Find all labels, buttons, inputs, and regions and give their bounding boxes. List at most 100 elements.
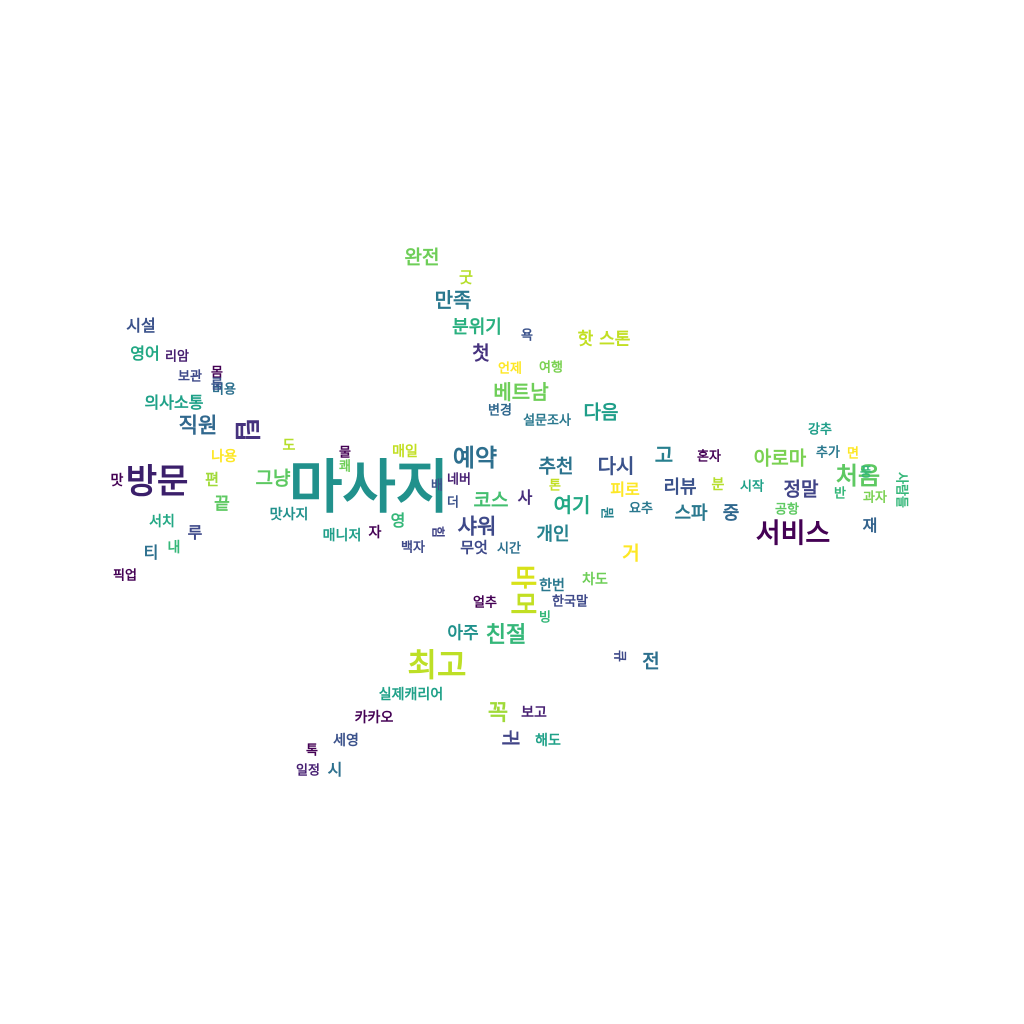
word: 큐 xyxy=(611,650,627,662)
word: 분 xyxy=(711,477,725,493)
word: 베트남 xyxy=(493,380,549,404)
word: 몸 xyxy=(211,365,223,381)
word: 과자 xyxy=(863,490,887,506)
word: 머 xyxy=(507,592,537,616)
word: 무엇 xyxy=(460,538,488,557)
word: 방문 xyxy=(125,462,189,502)
word: 다음 xyxy=(583,401,619,424)
word: 네버 xyxy=(447,472,471,488)
word: 정말 xyxy=(783,478,819,501)
word: 스파 xyxy=(674,503,708,524)
word: 톤 xyxy=(549,478,561,494)
word: 코스 xyxy=(473,489,509,512)
word: 맛 xyxy=(110,473,124,489)
word: 다시 xyxy=(597,454,635,478)
word: 팁 xyxy=(231,418,261,442)
word: 카카오 xyxy=(354,710,394,726)
word: 뭔 xyxy=(598,507,614,519)
word: 백자 xyxy=(401,540,425,556)
word: 룸 xyxy=(211,377,223,393)
word: 자 xyxy=(368,525,382,541)
word: 마사지 xyxy=(288,453,450,521)
word: 고 xyxy=(654,443,674,467)
word: 픽업 xyxy=(113,568,137,584)
word: 면 xyxy=(847,446,859,462)
word: 영 xyxy=(390,511,406,530)
word: 매일 xyxy=(392,444,418,460)
word: 힘 xyxy=(429,526,445,538)
word: 나용 xyxy=(211,449,237,465)
word: 핫 스톤 xyxy=(577,329,631,350)
word: 리뷰 xyxy=(663,477,697,498)
word: 개인 xyxy=(536,524,570,545)
word: 티 xyxy=(143,543,159,562)
word: 시간 xyxy=(497,541,521,557)
word: 세영 xyxy=(333,733,359,749)
word: 리암 xyxy=(165,349,189,365)
word: 보고 xyxy=(521,705,547,721)
word: 의사소통 xyxy=(144,393,204,412)
word: 변경 xyxy=(488,403,512,419)
word: 거 xyxy=(622,542,640,565)
word: 쾌 xyxy=(339,459,351,475)
word: 시설 xyxy=(126,316,156,335)
word: 반 xyxy=(834,486,846,502)
word: 비용 xyxy=(212,382,236,398)
word: 추천 xyxy=(538,455,574,478)
word: 요추 xyxy=(629,501,653,517)
word: 끝 xyxy=(214,494,230,515)
word: 실제캐리어 xyxy=(378,687,444,703)
word: 추가 xyxy=(816,445,840,461)
word: 영어 xyxy=(130,344,160,363)
word: 예약 xyxy=(452,444,498,472)
word: 시작 xyxy=(740,479,764,495)
word: 공항 xyxy=(775,502,799,518)
word: 귀 xyxy=(499,729,520,747)
word: 꼭 xyxy=(487,701,509,726)
word: 여기 xyxy=(553,493,591,517)
word: 더 xyxy=(447,495,459,511)
word: 아로마 xyxy=(753,447,807,470)
word: 루 xyxy=(187,523,203,542)
word: 첫 xyxy=(472,342,490,365)
word: 강추 xyxy=(808,422,832,438)
word: 맛사지 xyxy=(269,507,309,523)
word: 도 xyxy=(282,438,296,454)
word: 설문조사 xyxy=(523,413,571,429)
word: 굿 xyxy=(459,268,473,287)
word: 매니저 xyxy=(322,528,362,544)
word: 배 xyxy=(431,478,443,494)
word: 재 xyxy=(862,516,878,535)
word: 언제 xyxy=(498,361,522,377)
word: 빙 xyxy=(539,610,551,626)
word: 한번 xyxy=(539,578,565,594)
word: 친절 xyxy=(485,623,527,648)
word: 풍 xyxy=(860,465,872,481)
word: 혼자 xyxy=(697,449,721,465)
word: 전 xyxy=(642,650,660,673)
word: 서비스 xyxy=(755,518,831,550)
word: 처음 xyxy=(835,462,881,490)
word: 여행 xyxy=(539,360,563,376)
word: 내 xyxy=(167,540,181,556)
word: 톡 xyxy=(306,743,318,759)
word: 완전 xyxy=(404,246,440,269)
word: 욕 xyxy=(521,328,533,344)
word: 해도 xyxy=(535,733,561,749)
word: 시 xyxy=(327,760,343,779)
word: 중 xyxy=(722,503,740,524)
word: 피로 xyxy=(610,480,640,499)
word: 물 xyxy=(339,445,351,461)
word: 직원 xyxy=(178,413,218,438)
word: 아주 xyxy=(447,623,479,644)
word: 사람들 xyxy=(893,472,909,508)
word: 얼추 xyxy=(473,595,497,611)
word: 그냥 xyxy=(255,467,291,490)
word: 최고 xyxy=(407,646,467,684)
word: 보관 xyxy=(178,369,202,385)
word: 사 xyxy=(517,488,533,507)
word: 샤워 xyxy=(457,514,497,539)
word: 차도 xyxy=(582,572,608,588)
word: 일정 xyxy=(296,763,320,779)
